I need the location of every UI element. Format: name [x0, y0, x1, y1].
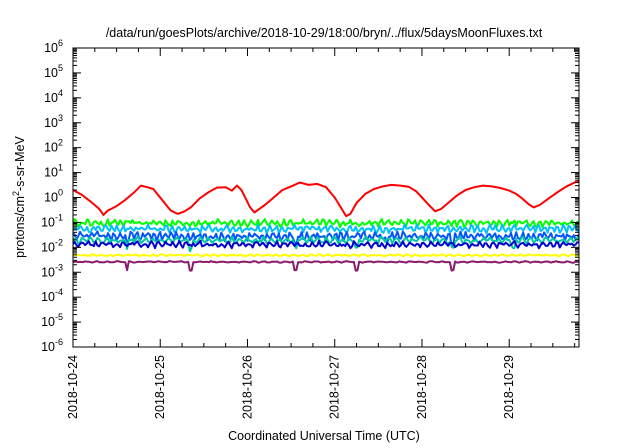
y-tick-label-exp: 1: [58, 163, 63, 173]
y-tick-label-4: 10-2: [41, 237, 63, 254]
y-tick-label-exp: 3: [58, 113, 63, 123]
y-tick-label-base: 10: [41, 340, 55, 354]
y-tick-label-exp: 5: [58, 63, 63, 73]
y-tick-label-exp: 4: [58, 88, 63, 98]
series-line-6: [73, 253, 579, 258]
x-tick-label-4: 2018-10-28: [415, 355, 429, 419]
y-tick-label-base: 10: [41, 315, 55, 329]
y-tick-label-base: 10: [44, 191, 58, 205]
y-tick-label-base: 10: [41, 215, 55, 229]
y-tick-label-exp: -1: [55, 212, 63, 222]
series-line-2: [73, 223, 579, 235]
y-tick-label-7: 101: [44, 163, 63, 180]
plot-frame: [72, 47, 580, 348]
y-tick-label-base: 10: [44, 166, 58, 180]
chart-title: /data/run/goesPlots/archive/2018-10-29/1…: [106, 26, 543, 40]
y-tick-label-exp: -3: [55, 262, 63, 272]
y-tick-label-11: 105: [44, 63, 63, 80]
y-tick-label-exp: -2: [55, 237, 63, 247]
series-line-7: [73, 260, 579, 272]
y-tick-label-base: 10: [41, 290, 55, 304]
y-tick-label-9: 103: [44, 113, 63, 130]
y-tick-label-base: 10: [44, 41, 58, 55]
y-tick-label-base: 10: [44, 91, 58, 105]
y-tick-label-base: 10: [41, 265, 55, 279]
x-tick-label-5: 2018-10-29: [502, 355, 516, 419]
x-axis-label: Coordinated Universal Time (UTC): [228, 429, 420, 443]
y-tick-label-exp: 6: [58, 38, 63, 48]
y-axis-label-base: protons/cm: [13, 196, 27, 258]
y-tick-label-exp: -6: [55, 337, 63, 347]
y-tick-label-exp: -4: [55, 287, 63, 297]
x-tick-label-1: 2018-10-25: [153, 355, 167, 419]
y-tick-label-10: 104: [44, 88, 63, 105]
y-tick-label-5: 10-1: [41, 212, 63, 229]
y-tick-label-base: 10: [44, 141, 58, 155]
y-axis-label: protons/cm2-s-sr-MeV: [11, 135, 27, 257]
axis-layer: 10-610-510-410-310-210-11001011021031041…: [41, 38, 580, 419]
y-tick-label-base: 10: [44, 66, 58, 80]
y-tick-label-8: 102: [44, 138, 63, 155]
y-tick-label-3: 10-3: [41, 262, 63, 279]
series-layer: [73, 180, 579, 272]
x-tick-label-2: 2018-10-26: [240, 355, 254, 419]
y-tick-label-2: 10-4: [41, 287, 63, 304]
y-tick-label-base: 10: [44, 116, 58, 130]
y-tick-label-exp: 0: [58, 188, 63, 198]
series-line-5: [73, 239, 579, 250]
y-tick-label-exp: -5: [55, 312, 63, 322]
y-tick-label-1: 10-5: [41, 312, 63, 329]
x-tick-label-0: 2018-10-24: [66, 355, 80, 419]
y-tick-label-12: 106: [44, 38, 63, 55]
x-tick-label-3: 2018-10-27: [328, 355, 342, 419]
y-axis-label-rest: -s-sr-MeV: [13, 135, 27, 191]
y-tick-label-6: 100: [44, 188, 63, 205]
y-tick-label-base: 10: [41, 240, 55, 254]
series-line-0: [73, 180, 579, 218]
y-axis-label-sup: 2: [11, 191, 21, 196]
y-tick-label-0: 10-6: [41, 337, 63, 354]
y-tick-label-exp: 2: [58, 138, 63, 148]
